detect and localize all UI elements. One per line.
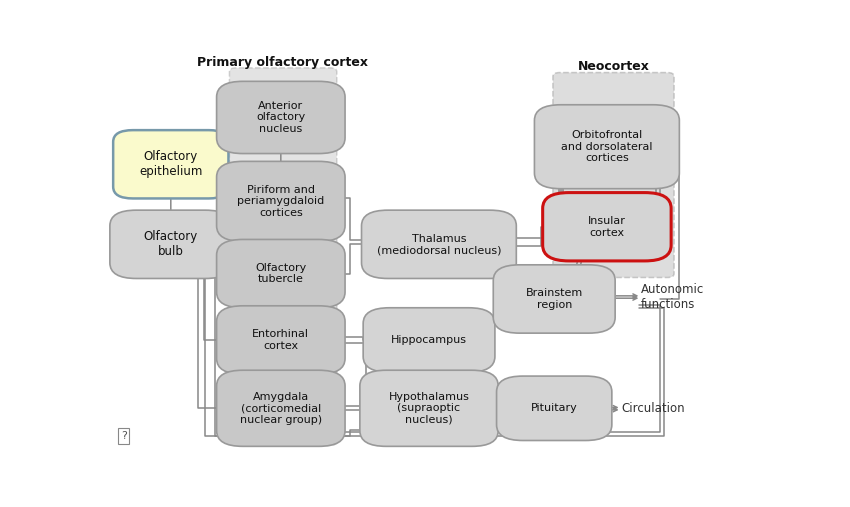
- Text: Pituitary: Pituitary: [530, 403, 578, 413]
- FancyBboxPatch shape: [119, 132, 223, 197]
- Text: Entorhinal
cortex: Entorhinal cortex: [252, 329, 309, 351]
- Text: Insular
cortex: Insular cortex: [588, 216, 626, 238]
- FancyBboxPatch shape: [217, 370, 345, 446]
- Text: Anterior
olfactory
nucleus: Anterior olfactory nucleus: [256, 101, 305, 134]
- Text: Olfactory
tubercle: Olfactory tubercle: [255, 263, 307, 284]
- FancyBboxPatch shape: [363, 308, 495, 372]
- Text: Neocortex: Neocortex: [577, 60, 649, 74]
- FancyBboxPatch shape: [361, 210, 516, 278]
- FancyBboxPatch shape: [360, 370, 498, 446]
- Text: Amygdala
(corticomedial
nuclear group): Amygdala (corticomedial nuclear group): [240, 392, 322, 425]
- FancyBboxPatch shape: [542, 193, 672, 261]
- FancyBboxPatch shape: [493, 265, 615, 333]
- Text: Piriform and
periamygdaloid
cortices: Piriform and periamygdaloid cortices: [237, 185, 325, 218]
- FancyBboxPatch shape: [217, 81, 345, 154]
- Text: Primary olfactory cortex: Primary olfactory cortex: [197, 56, 368, 69]
- FancyBboxPatch shape: [535, 105, 679, 189]
- Text: Hippocampus: Hippocampus: [391, 335, 467, 345]
- FancyBboxPatch shape: [552, 73, 674, 277]
- Text: Brainstem
region: Brainstem region: [525, 288, 583, 310]
- FancyBboxPatch shape: [496, 376, 612, 441]
- FancyBboxPatch shape: [110, 210, 232, 278]
- Text: Orbitofrontal
and dorsolateral
cortices: Orbitofrontal and dorsolateral cortices: [561, 130, 653, 163]
- Text: Circulation: Circulation: [621, 402, 685, 415]
- Text: Autonomic
functions: Autonomic functions: [641, 283, 705, 311]
- FancyBboxPatch shape: [217, 306, 345, 374]
- Text: Thalamus
(mediodorsal nucleus): Thalamus (mediodorsal nucleus): [377, 234, 502, 255]
- Text: Olfactory
epithelium: Olfactory epithelium: [139, 150, 202, 178]
- FancyBboxPatch shape: [230, 68, 337, 445]
- FancyBboxPatch shape: [113, 130, 229, 198]
- Text: ?: ?: [121, 431, 127, 441]
- Text: Olfactory
bulb: Olfactory bulb: [144, 230, 198, 259]
- FancyBboxPatch shape: [217, 161, 345, 241]
- FancyBboxPatch shape: [217, 239, 345, 308]
- Text: Hypothalamus
(supraoptic
nucleus): Hypothalamus (supraoptic nucleus): [388, 392, 469, 425]
